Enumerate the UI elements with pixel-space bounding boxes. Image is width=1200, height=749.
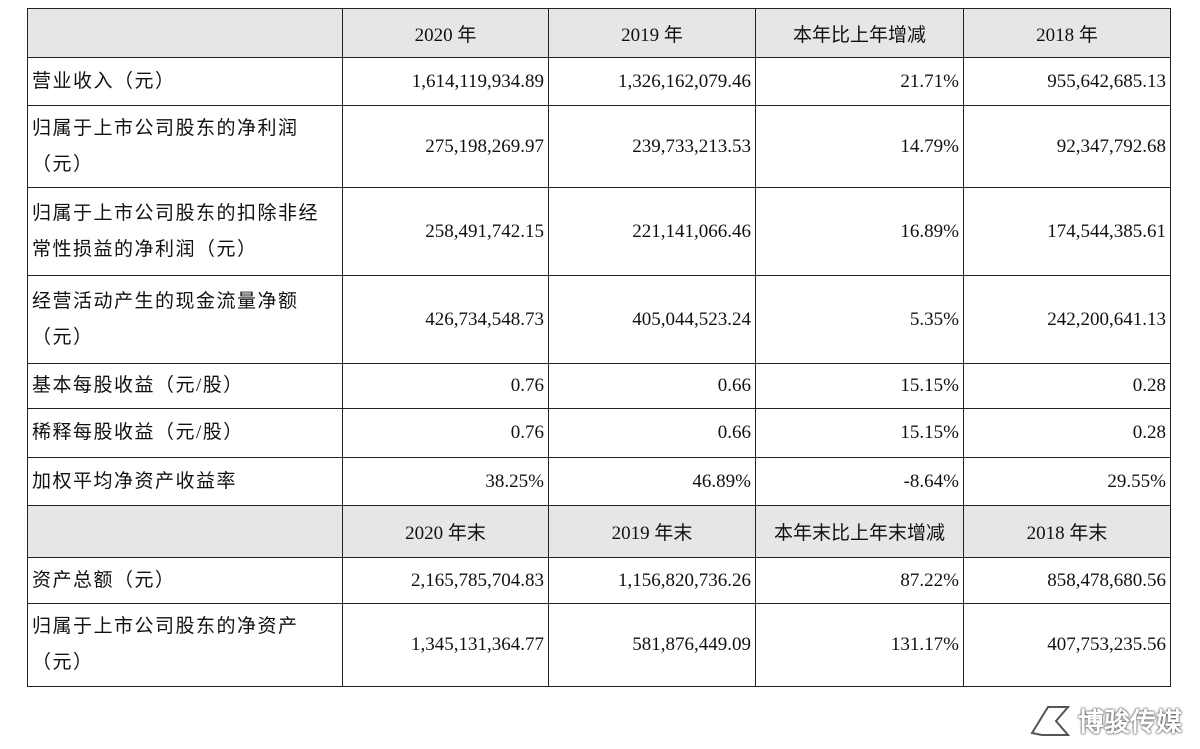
data-row: 归属于上市公司股东的净利润（元） 275,198,269.97 239,733,21…	[27, 105, 1171, 188]
value-cell: 0.76	[342, 408, 549, 458]
value-cell: 92,347,792.68	[963, 105, 1171, 188]
header-cell: 2018 年末	[963, 505, 1171, 558]
data-row: 营业收入（元） 1,614,119,934.89 1,326,162,079.46 2…	[27, 57, 1171, 106]
value-cell: 1,326,162,079.46	[548, 57, 756, 106]
value-cell: 426,734,548.73	[342, 275, 549, 364]
row-label: 归属于上市公司股东的净利润（元）	[27, 105, 343, 188]
header-row: 2020 年末 2019 年末 本年末比上年末增减 2018 年末	[27, 505, 1171, 558]
row-label: 资产总额（元）	[27, 557, 343, 604]
value-cell: 1,156,820,736.26	[548, 557, 756, 604]
value-cell: 5.35%	[755, 275, 964, 364]
value-cell: 258,491,742.15	[342, 187, 549, 276]
value-cell: 275,198,269.97	[342, 105, 549, 188]
data-row: 基本每股收益（元/股） 0.76 0.66 15.15% 0.28	[27, 363, 1171, 409]
header-cell	[27, 8, 343, 58]
data-row: 归属于上市公司股东的扣除非经常性损益的净利润（元） 258,491,742.15 2…	[27, 187, 1171, 276]
value-cell: 14.79%	[755, 105, 964, 188]
row-label: 归属于上市公司股东的净资产（元）	[27, 603, 343, 687]
data-row: 加权平均净资产收益率 38.25% 46.89% -8.64% 29.55%	[27, 457, 1171, 506]
value-cell: 221,141,066.46	[548, 187, 756, 276]
header-cell: 本年末比上年末增减	[755, 505, 964, 558]
value-cell: 1,345,131,364.77	[342, 603, 549, 687]
value-cell: 46.89%	[548, 457, 756, 506]
value-cell: 242,200,641.13	[963, 275, 1171, 364]
value-cell: 405,044,523.24	[548, 275, 756, 364]
value-cell: 581,876,449.09	[548, 603, 756, 687]
data-row: 经营活动产生的现金流量净额（元） 426,734,548.73 405,044,52…	[27, 275, 1171, 364]
value-cell: 2,165,785,704.83	[342, 557, 549, 604]
value-cell: 15.15%	[755, 363, 964, 409]
row-label: 加权平均净资产收益率	[27, 457, 343, 506]
row-label: 归属于上市公司股东的扣除非经常性损益的净利润（元）	[27, 187, 343, 276]
value-cell: 0.66	[548, 363, 756, 409]
data-row: 稀释每股收益（元/股） 0.76 0.66 15.15% 0.28	[27, 408, 1171, 458]
value-cell: 858,478,680.56	[963, 557, 1171, 604]
header-cell: 2019 年末	[548, 505, 756, 558]
header-row: 2020 年 2019 年本年比上年增减 2018 年	[27, 8, 1171, 58]
value-cell: -8.64%	[755, 457, 964, 506]
value-cell: 0.28	[963, 363, 1171, 409]
row-label: 营业收入（元）	[27, 57, 343, 106]
data-row: 归属于上市公司股东的净资产（元） 1,345,131,364.77 581,876,…	[27, 603, 1171, 687]
value-cell: 407,753,235.56	[963, 603, 1171, 687]
header-cell	[27, 505, 343, 558]
row-label: 稀释每股收益（元/股）	[27, 408, 343, 458]
value-cell: 955,642,685.13	[963, 57, 1171, 106]
value-cell: 0.28	[963, 408, 1171, 458]
watermark-logo	[1030, 705, 1071, 736]
value-cell: 38.25%	[342, 457, 549, 506]
row-label: 基本每股收益（元/股）	[27, 363, 343, 409]
value-cell: 15.15%	[755, 408, 964, 458]
value-cell: 29.55%	[963, 457, 1171, 506]
header-cell: 2018 年	[963, 8, 1171, 58]
header-cell: 2019 年	[548, 8, 756, 58]
financial-table: 2020 年 2019 年本年比上年增减 2018 年营业收入（元） 1,614,11…	[27, 8, 1171, 687]
value-cell: 87.22%	[755, 557, 964, 604]
watermark-text: 博骏传媒	[1077, 708, 1182, 738]
data-row: 资产总额（元） 2,165,785,704.83 1,156,820,736.26 8…	[27, 557, 1171, 604]
value-cell: 16.89%	[755, 187, 964, 276]
value-cell: 0.66	[548, 408, 756, 458]
row-label: 经营活动产生的现金流量净额（元）	[27, 275, 343, 364]
value-cell: 174,544,385.61	[963, 187, 1171, 276]
value-cell: 0.76	[342, 363, 549, 409]
value-cell: 1,614,119,934.89	[342, 57, 549, 106]
value-cell: 131.17%	[755, 603, 964, 687]
watermark: 博骏传媒	[1028, 702, 1182, 739]
header-cell: 2020 年末	[342, 505, 549, 558]
value-cell: 239,733,213.53	[548, 105, 756, 188]
header-cell: 本年比上年增减	[755, 8, 964, 58]
value-cell: 21.71%	[755, 57, 964, 106]
header-cell: 2020 年	[342, 8, 549, 58]
